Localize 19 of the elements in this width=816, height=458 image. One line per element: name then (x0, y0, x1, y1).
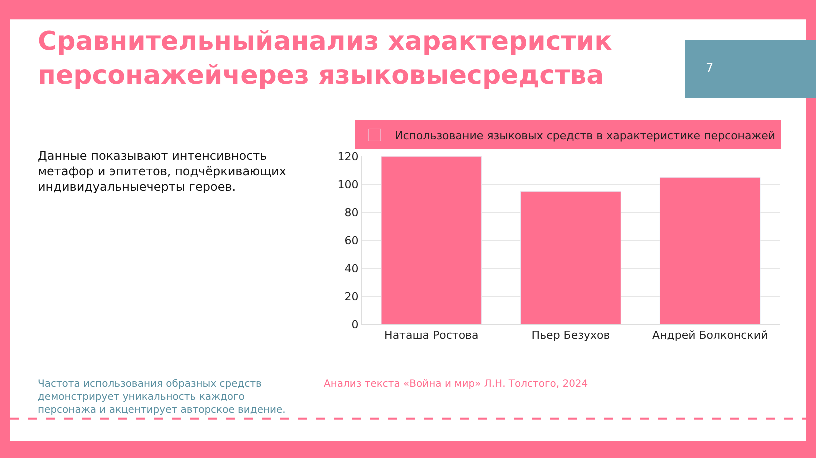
x-tick-label: Наташа Ростова (384, 328, 479, 342)
y-tick-label: 80 (344, 206, 359, 220)
y-tick-label: 60 (344, 234, 359, 248)
bar (660, 177, 761, 325)
text: 7 (706, 61, 714, 75)
chart-title: Сравнительныйанализ характеристик персонажейчерез языковыесредства (38, 27, 613, 91)
text: Данные показывают интенсивность метафор и эпитетов, подчёркивающих индивидуальныечерты героев. (38, 149, 286, 194)
bar (520, 191, 622, 325)
y-tick-label: 40 (344, 262, 359, 276)
x-tick-label: Пьер Безухов (532, 328, 610, 342)
text: Анализ текста «Война и мир» Л.Н. Толстого, 2024 (324, 379, 588, 390)
y-tick-label: 100 (338, 178, 359, 192)
text: Частота использования образных средств демонстрирует уникальность каждого персонажа и акцентирует авторское видение. (38, 379, 286, 416)
bar (381, 156, 482, 325)
y-tick-label: 120 (338, 150, 359, 164)
legend-label: Использование языковых средств в характеристике персонажей (395, 130, 776, 143)
y-tick-label: 20 (344, 290, 359, 304)
y-tick-label: 0 (352, 318, 359, 332)
x-tick-label: Андрей Болконский (652, 328, 768, 342)
